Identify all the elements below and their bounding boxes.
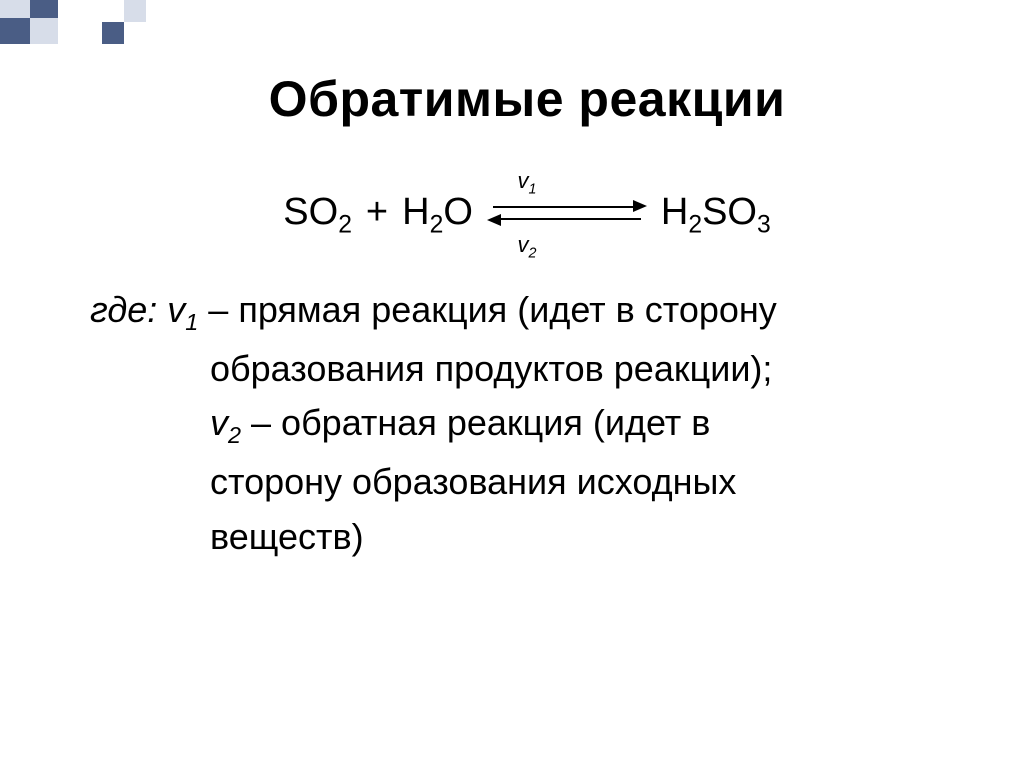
deco-square — [0, 0, 30, 18]
plus-sign: + — [366, 192, 388, 234]
v1-explanation-line2: образования продуктов реакции); — [90, 345, 964, 394]
deco-square — [124, 0, 146, 22]
forward-rate-label: v1 — [90, 168, 964, 194]
reactant-so2: SO2 — [283, 192, 352, 234]
slide-title: Обратимые реакции — [90, 70, 964, 128]
reverse-rate-label: v2 — [90, 232, 964, 258]
deco-square — [30, 0, 58, 18]
deco-square — [102, 22, 124, 44]
chemical-equation: SO2 + H2O H2SO3 — [283, 192, 770, 234]
v2-explanation-line2: сторону образования исходных — [90, 458, 964, 507]
v1-explanation-line1: где: v1 – прямая реакция (идет в сторону — [90, 286, 964, 339]
reversible-arrows-icon — [487, 195, 647, 231]
product-h2so3: H2SO3 — [661, 192, 771, 234]
deco-square — [30, 18, 58, 44]
reactant-h2o: H2O — [402, 192, 473, 234]
explanation-text: где: v1 – прямая реакция (идет в сторону… — [90, 286, 964, 561]
slide-content: Обратимые реакции v1 SO2 + H2O H2SO3 — [0, 70, 1024, 567]
deco-square — [0, 18, 30, 44]
slide-corner-decoration — [0, 0, 200, 60]
v2-explanation-line1: v2 – обратная реакция (идет в — [90, 399, 964, 452]
equation-block: v1 SO2 + H2O H2SO3 v2 — [90, 168, 964, 258]
v2-explanation-line3: веществ) — [90, 513, 964, 562]
